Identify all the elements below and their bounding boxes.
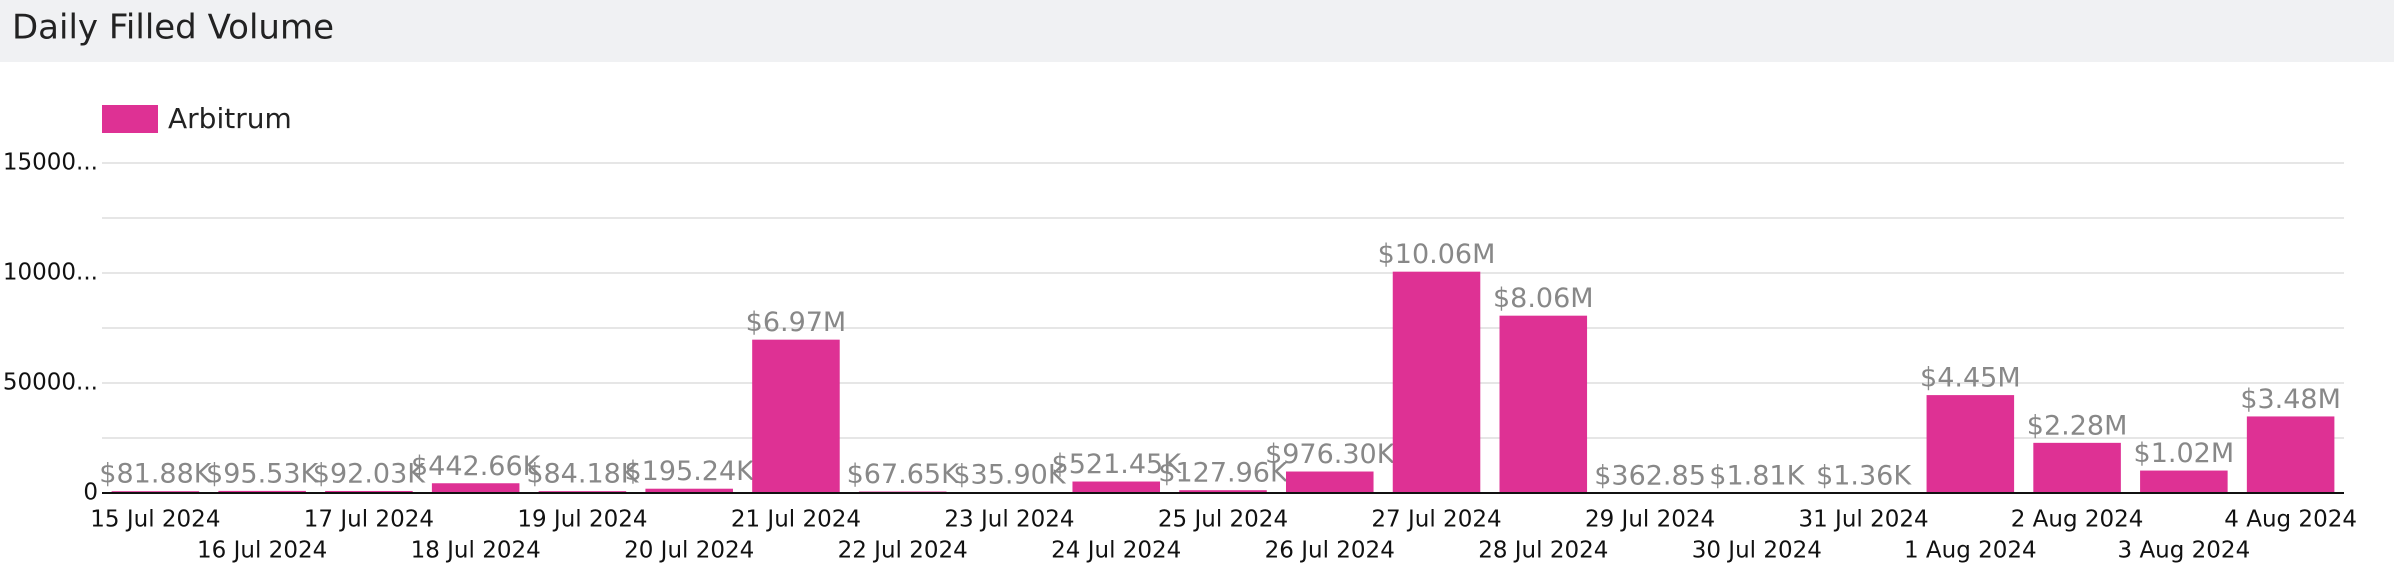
x-tick-label: 16 Jul 2024 xyxy=(197,538,327,564)
x-tick-label: 18 Jul 2024 xyxy=(411,538,541,564)
value-label: $10.06M xyxy=(1378,239,1496,270)
bar xyxy=(1179,490,1267,493)
bar xyxy=(1499,315,1588,493)
x-tick-label: 31 Jul 2024 xyxy=(1798,507,1928,533)
bar xyxy=(2140,470,2228,493)
bar xyxy=(218,490,306,493)
value-label: $35.90K xyxy=(953,460,1066,491)
y-tick-label: 10000... xyxy=(3,260,98,286)
legend-label: Arbitrum xyxy=(168,102,292,135)
value-label: $442.66K xyxy=(411,451,542,482)
x-tick-label: 24 Jul 2024 xyxy=(1051,538,1181,564)
value-label: $521.45K xyxy=(1052,449,1183,480)
x-tick-label: 30 Jul 2024 xyxy=(1692,538,1822,564)
x-tick-label: 15 Jul 2024 xyxy=(90,507,220,533)
bar xyxy=(1285,471,1374,493)
x-tick-label: 28 Jul 2024 xyxy=(1478,538,1608,564)
legend-swatch xyxy=(102,105,158,133)
x-tick-label: 20 Jul 2024 xyxy=(624,538,754,564)
x-tick-label: 23 Jul 2024 xyxy=(944,507,1074,533)
value-label: $3.48M xyxy=(2240,384,2341,415)
chart-title: Daily Filled Volume xyxy=(12,8,334,48)
x-tick-label: 17 Jul 2024 xyxy=(304,507,434,533)
value-label: $976.30K xyxy=(1265,439,1396,470)
bar xyxy=(752,339,840,493)
bar xyxy=(2246,416,2335,493)
value-label: $67.65K xyxy=(847,459,960,490)
x-tick-label: 3 Aug 2024 xyxy=(2118,538,2251,564)
value-label: $6.97M xyxy=(746,307,847,338)
header xyxy=(0,0,2394,62)
x-tick-label: 4 Aug 2024 xyxy=(2224,507,2357,533)
x-tick-label: 21 Jul 2024 xyxy=(731,507,861,533)
value-label: $127.96K xyxy=(1158,458,1289,489)
y-tick-label: 50000... xyxy=(3,370,98,396)
value-label: $1.02M xyxy=(2134,438,2235,469)
bar xyxy=(1926,395,2015,493)
x-tick-label: 19 Jul 2024 xyxy=(517,507,647,533)
x-tick-label: 1 Aug 2024 xyxy=(1904,538,2037,564)
value-label: $84.18K xyxy=(526,459,639,490)
value-label: $81.88K xyxy=(99,459,212,490)
value-label: $8.06M xyxy=(1493,283,1594,314)
bar xyxy=(645,488,733,493)
value-label: $1.81K xyxy=(1709,460,1805,491)
bar xyxy=(1072,481,1161,493)
bar xyxy=(1392,271,1481,493)
x-tick-label: 22 Jul 2024 xyxy=(838,538,968,564)
x-tick-label: 27 Jul 2024 xyxy=(1371,507,1501,533)
x-tick-label: 2 Aug 2024 xyxy=(2011,507,2144,533)
value-label: $2.28M xyxy=(2027,410,2128,441)
x-tick-label: 25 Jul 2024 xyxy=(1158,507,1288,533)
value-label: $95.53K xyxy=(206,458,319,489)
value-label: $92.03K xyxy=(313,458,426,489)
x-tick-label: 29 Jul 2024 xyxy=(1585,507,1715,533)
bar xyxy=(2033,442,2121,493)
value-label: $1.36K xyxy=(1816,460,1912,491)
y-tick-label: 0 xyxy=(83,480,98,506)
value-label: $4.45M xyxy=(1920,363,2021,394)
bar xyxy=(325,490,413,493)
value-label: $362.85 xyxy=(1594,460,1706,491)
y-tick-label: 15000... xyxy=(3,150,98,176)
bar xyxy=(431,483,520,493)
value-label: $195.24K xyxy=(625,456,756,487)
x-tick-label: 26 Jul 2024 xyxy=(1265,538,1395,564)
